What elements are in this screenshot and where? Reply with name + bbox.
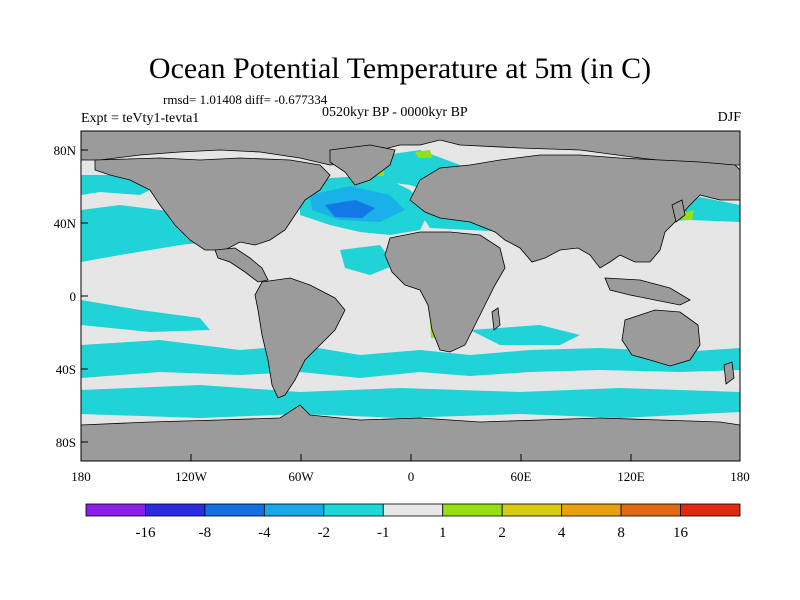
map-area: [81, 131, 740, 461]
colorbar-label: -2: [318, 525, 331, 541]
lat-label: 40S: [56, 362, 76, 377]
colorbar-label: -4: [258, 525, 271, 541]
stats-label: rmsd= 1.01408 diff= -0.677334: [163, 92, 328, 107]
colorbar-swatch: [204, 503, 265, 517]
experiment-label: Expt = teVty1-tevta1: [81, 111, 200, 126]
lon-label: 120E: [617, 469, 645, 484]
lon-label: 60W: [288, 469, 314, 484]
colorbar-label: 4: [558, 525, 566, 541]
southern-ocean-band-1: [81, 340, 740, 378]
colorbar-label: 1: [439, 525, 447, 541]
land-north-america: [94, 157, 331, 251]
lon-label: 180: [730, 469, 750, 484]
lon-labels: 180 120W 60W 0 60E 120E 180: [71, 469, 750, 484]
colorbar-swatch: [323, 503, 384, 517]
lon-label: 60E: [511, 469, 532, 484]
land-south-america: [254, 277, 346, 399]
colorbar: -16 -8 -4 -2 -1 1 2 4 8 16: [85, 503, 741, 541]
lon-label: 0: [408, 469, 415, 484]
season-label: DJF: [717, 110, 741, 125]
nordic-warm: [415, 150, 432, 158]
colorbar-label: 16: [673, 525, 689, 541]
axis-ticks: [81, 149, 632, 461]
land-new-zealand: [723, 361, 735, 385]
lat-label: 0: [70, 289, 77, 304]
land-australia: [621, 309, 701, 367]
land-masses: [81, 131, 740, 461]
japan-warm: [680, 210, 694, 220]
lat-label: 40N: [54, 216, 77, 231]
colorbar-swatch: [620, 503, 681, 517]
south-pacific-cool: [81, 300, 210, 332]
lat-labels: 80N 40N 0 40S 80S: [54, 143, 77, 450]
colorbar-swatch: [442, 503, 503, 517]
colorbar-label: -8: [199, 525, 212, 541]
lat-label: 80S: [56, 435, 76, 450]
land-antarctica: [81, 404, 740, 461]
land-greenland: [329, 144, 396, 186]
colorbar-swatch: [561, 503, 622, 517]
cool-anomaly-regions-3: [325, 200, 375, 218]
land-maritime-continent: [604, 277, 691, 306]
north-atlantic-core: [325, 200, 375, 218]
land-central-america: [214, 247, 269, 283]
colorbar-label: -1: [377, 525, 390, 541]
southern-ocean-band-2: [81, 385, 740, 418]
period-label: 0520kyr BP - 0000kyr BP: [322, 105, 468, 120]
lon-label: 180: [71, 469, 91, 484]
colorbar-swatch: [680, 503, 741, 517]
tropical-atlantic-cool: [340, 245, 395, 275]
indian-ocean-cool: [470, 325, 580, 345]
colorbar-swatch: [145, 503, 206, 517]
lon-label: 120W: [175, 469, 208, 484]
colorbar-swatch: [85, 503, 146, 517]
colorbar-swatch: [382, 503, 444, 517]
land-africa: [384, 231, 506, 353]
colorbar-swatch: [263, 503, 325, 517]
colorbar-label: 2: [498, 525, 506, 541]
land-japan: [671, 199, 686, 223]
land-eurasia: [409, 154, 740, 269]
colorbar-label: 8: [617, 525, 625, 541]
map-title: Ocean Potential Temperature at 5m (in C): [148, 52, 652, 85]
lat-label: 80N: [54, 143, 77, 158]
colorbar-label: -16: [135, 525, 155, 541]
land-madagascar: [491, 307, 501, 331]
colorbar-swatch: [501, 503, 563, 517]
